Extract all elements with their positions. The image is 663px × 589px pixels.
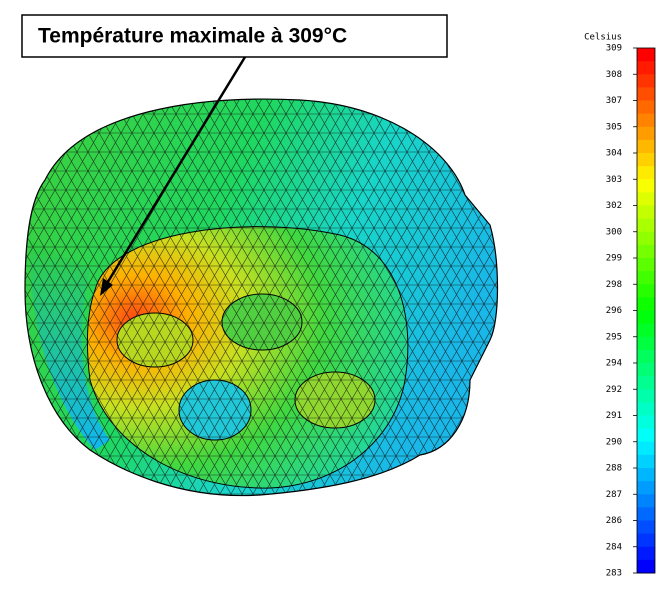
colorbar-label: 300: [606, 227, 622, 237]
colorbar-band: [637, 232, 655, 246]
colorbar-band: [637, 284, 655, 298]
colorbar-band: [637, 311, 655, 325]
colorbar-band: [637, 127, 655, 141]
colorbar-label: 287: [606, 490, 622, 500]
mesh-model: [0, 90, 510, 510]
annotation-text: Température maximale à 309°C: [38, 25, 347, 48]
colorbar-band: [637, 166, 655, 180]
colorbar-label: 284: [606, 542, 622, 552]
colorbar-title: Celsius: [584, 33, 622, 43]
colorbar-label: 298: [606, 280, 622, 290]
colorbar-band: [637, 271, 655, 285]
colorbar-label: 288: [606, 464, 622, 474]
colorbar-band: [637, 192, 655, 206]
colorbar-band: [637, 481, 655, 495]
colorbar-band: [637, 455, 655, 469]
colorbar-label: 307: [606, 96, 622, 106]
colorbar-band: [637, 245, 655, 259]
colorbar-band: [637, 219, 655, 233]
colorbar-band: [637, 389, 655, 403]
colorbar-label: 299: [606, 254, 622, 264]
colorbar-band: [637, 442, 655, 456]
colorbar-label: 286: [606, 516, 622, 526]
colorbar-band: [637, 153, 655, 167]
colorbar-band: [637, 494, 655, 508]
colorbar-band: [637, 179, 655, 193]
colorbar-label: 295: [606, 332, 622, 342]
colorbar-band: [637, 114, 655, 128]
colorbar: Celsius 309 308 307 305 304 303 302 300 299 298 29…: [584, 33, 655, 579]
colorbar-band: [637, 101, 655, 115]
colorbar-band: [637, 560, 655, 574]
colorbar-band: [637, 402, 655, 416]
colorbar-label: 309: [606, 44, 622, 54]
screenshot: Température maximale à 309°C Celsius 309…: [0, 0, 663, 589]
colorbar-band: [637, 429, 655, 443]
colorbar-band: [637, 206, 655, 220]
colorbar-band: [637, 297, 655, 311]
colorbar-label: 294: [606, 359, 622, 369]
colorbar-band: [637, 416, 655, 430]
colorbar-band: [637, 363, 655, 377]
colorbar-band: [637, 87, 655, 101]
colorbar-band: [637, 507, 655, 521]
colorbar-band: [637, 534, 655, 548]
colorbar-label: 305: [606, 122, 622, 132]
colorbar-label: 308: [606, 70, 622, 80]
colorbar-band: [637, 350, 655, 364]
colorbar-label: 296: [606, 306, 622, 316]
colorbar-label: 283: [606, 569, 622, 579]
colorbar-band: [637, 258, 655, 272]
colorbar-band: [637, 468, 655, 482]
colorbar-band: [637, 521, 655, 535]
colorbar-label: 292: [606, 385, 622, 395]
colorbar-band: [637, 376, 655, 390]
colorbar-label: 290: [606, 437, 622, 447]
colorbar-band: [637, 74, 655, 88]
colorbar-band: [637, 48, 655, 62]
colorbar-band: [637, 61, 655, 75]
colorbar-label: 302: [606, 201, 622, 211]
colorbar-band: [637, 140, 655, 154]
colorbar-band: [637, 324, 655, 338]
colorbar-band: [637, 547, 655, 561]
colorbar-label: 303: [606, 175, 622, 185]
colorbar-label: 304: [606, 149, 622, 159]
colorbar-label: 291: [606, 411, 622, 421]
colorbar-band: [637, 337, 655, 351]
